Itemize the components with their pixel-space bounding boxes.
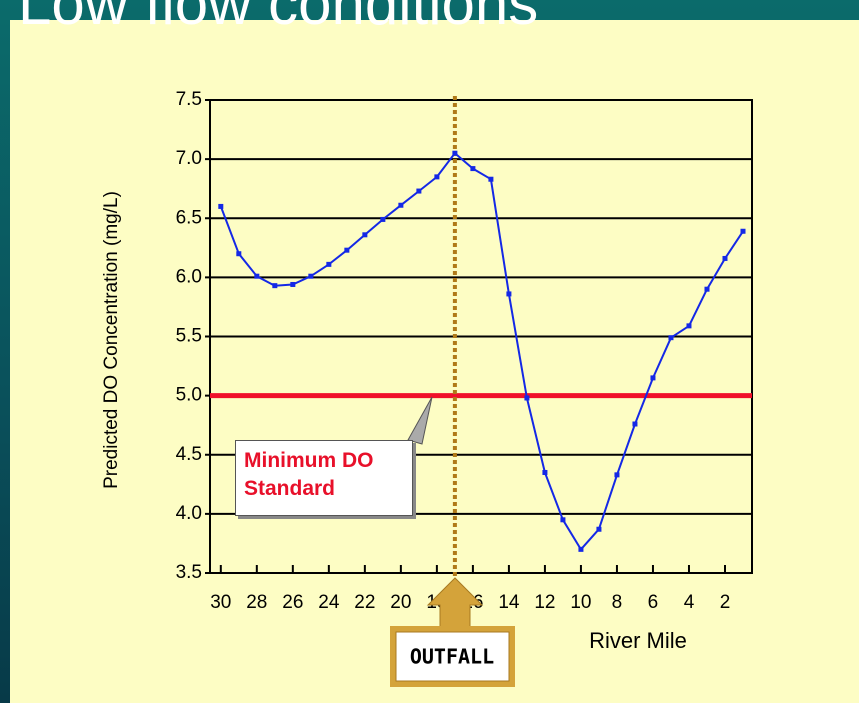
data-point	[668, 335, 674, 341]
data-point	[578, 546, 584, 552]
outfall-box-inner	[395, 631, 510, 682]
data-point	[542, 469, 548, 475]
data-point	[524, 395, 530, 401]
x-tick-label: 26	[282, 592, 303, 613]
data-point	[290, 281, 296, 287]
x-tick-label: 28	[246, 592, 267, 613]
x-tick-label: 30	[210, 592, 231, 613]
data-point	[488, 176, 494, 182]
x-tick-label: 22	[354, 592, 375, 613]
y-axis-label: Predicted DO Concentration (mg/L)	[101, 191, 122, 489]
x-tick-label: 20	[390, 592, 411, 613]
data-line	[219, 152, 744, 551]
data-point	[740, 228, 746, 234]
y-tick-label: 7.5	[176, 89, 202, 110]
data-point	[686, 323, 692, 329]
data-point	[632, 421, 638, 427]
data-point	[560, 517, 566, 523]
x-axis-label: River Mile	[589, 628, 687, 653]
data-point	[416, 188, 422, 194]
y-tick-label: 6.5	[176, 207, 202, 228]
x-tick-label: 10	[570, 592, 591, 613]
y-tick-label: 5.0	[176, 385, 202, 406]
plot-border	[209, 99, 753, 574]
outfall-label: OUTFALL	[410, 645, 494, 669]
data-point	[596, 526, 602, 532]
y-tick-label: 6.0	[176, 266, 202, 287]
y-tick-label: 4.5	[176, 444, 202, 465]
data-point	[650, 375, 656, 381]
data-point	[398, 202, 404, 208]
x-tick-label: 14	[498, 592, 520, 613]
y-tick-label: 3.5	[176, 562, 202, 583]
slide-title: Low flow conditions	[18, 0, 538, 37]
data-point	[452, 150, 458, 156]
x-tick-label: 2	[720, 592, 731, 613]
x-tick-label: 4	[684, 592, 695, 613]
slide-panel	[10, 20, 859, 703]
x-tick-label: 6	[648, 592, 659, 613]
outfall-arrow	[426, 577, 484, 631]
y-tick-label: 4.0	[176, 503, 202, 524]
data-point	[218, 203, 224, 209]
data-point	[344, 247, 350, 253]
data-point	[722, 255, 728, 261]
data-point	[470, 166, 476, 172]
data-point	[704, 286, 710, 292]
x-tick-label: 12	[534, 592, 555, 613]
data-point	[614, 472, 620, 478]
data-point	[236, 251, 242, 257]
data-point	[434, 174, 440, 180]
data-point	[506, 291, 512, 297]
callout-pointer	[407, 396, 433, 445]
data-point	[272, 283, 278, 289]
data-point	[326, 261, 332, 267]
y-tick-label: 7.0	[176, 148, 202, 169]
y-tick-label: 5.5	[176, 326, 202, 347]
x-tick-label: 8	[612, 592, 623, 613]
data-point	[308, 273, 314, 279]
data-point	[380, 216, 386, 222]
data-point	[362, 232, 368, 238]
data-point	[254, 273, 260, 279]
reference-note: Minimum DO Standard	[235, 440, 413, 516]
x-tick-label: 24	[318, 592, 340, 613]
